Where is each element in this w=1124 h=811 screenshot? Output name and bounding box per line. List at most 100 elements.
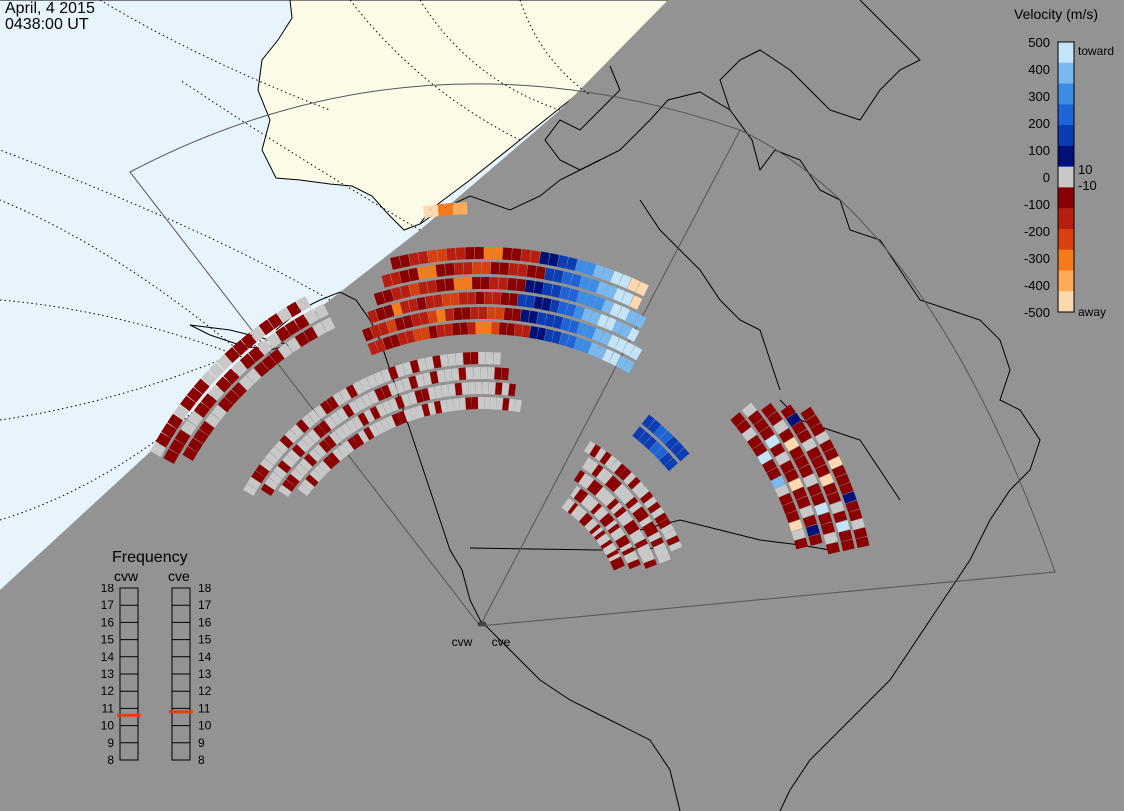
echo-cell xyxy=(180,420,197,436)
echo-cell xyxy=(578,276,591,290)
echo-cell xyxy=(643,558,657,569)
echo-cell xyxy=(845,500,860,513)
echo-cell xyxy=(498,322,508,335)
echo-cell xyxy=(618,274,632,289)
echo-cell xyxy=(489,277,499,290)
echo-cell xyxy=(566,334,577,349)
echo-cell xyxy=(155,432,172,448)
echo-cell xyxy=(463,262,473,275)
echo-cell xyxy=(618,467,632,481)
echo-cell xyxy=(211,404,227,420)
echo-cell xyxy=(187,410,204,427)
echo-cell xyxy=(273,466,287,479)
echo-cell xyxy=(324,435,337,449)
echo-cell xyxy=(231,360,248,377)
frequency-scale-label: 14 xyxy=(198,650,212,664)
echo-cell xyxy=(478,396,485,410)
colorbar-segment xyxy=(1058,291,1074,313)
echo-cell xyxy=(829,501,845,514)
echo-cell xyxy=(557,301,569,315)
echo-cell xyxy=(502,398,510,411)
echo-cell xyxy=(424,356,435,370)
echo-cell xyxy=(609,302,622,318)
echo-cell xyxy=(462,277,472,290)
echo-cell xyxy=(351,415,364,430)
echo-cell xyxy=(499,262,509,275)
colorbar-tick-label: -300 xyxy=(1024,251,1050,266)
echo-cell xyxy=(359,377,372,392)
frequency-scale-label: 14 xyxy=(101,650,115,664)
echo-cell xyxy=(436,369,446,383)
echo-cell xyxy=(576,510,589,523)
echo-cell xyxy=(467,292,476,305)
colorbar-segment xyxy=(1058,145,1074,168)
echo-cell xyxy=(794,537,808,550)
echo-cell xyxy=(591,464,604,478)
echo-cell xyxy=(599,451,612,465)
colorbar-away-label: away xyxy=(1078,305,1106,319)
echo-cell xyxy=(503,307,513,321)
echo-cell xyxy=(823,482,838,496)
echo-cell xyxy=(482,381,489,395)
echo-cell xyxy=(332,392,346,406)
echo-cell xyxy=(329,431,342,445)
echo-cell xyxy=(778,492,794,506)
echo-cell xyxy=(583,261,596,276)
echo-cell xyxy=(248,346,265,363)
echo-cell xyxy=(582,476,595,490)
echo-cell xyxy=(805,524,820,537)
colorbar-tick-label: -400 xyxy=(1024,278,1050,293)
colorbar-tick-label: 0 xyxy=(1043,170,1050,185)
echo-cell xyxy=(216,354,233,371)
echo-cell xyxy=(596,467,609,481)
colorbar-segment xyxy=(1058,208,1074,230)
echo-cell xyxy=(761,458,777,473)
echo-cell xyxy=(390,333,401,348)
echo-cell xyxy=(835,473,851,487)
echo-cell xyxy=(440,354,449,368)
echo-cell xyxy=(634,538,649,550)
echo-cell xyxy=(437,203,446,217)
echo-cell xyxy=(494,367,502,380)
radar-site-marker xyxy=(481,621,487,627)
echo-cell xyxy=(782,501,797,515)
echo-cell xyxy=(436,248,447,262)
echo-cell xyxy=(451,368,460,381)
echo-cell xyxy=(458,367,467,381)
echo-cell xyxy=(224,347,241,363)
echo-cell xyxy=(309,469,323,483)
echo-cell xyxy=(580,339,592,354)
echo-cell xyxy=(444,263,455,276)
radar-site-marker xyxy=(477,621,483,627)
echo-cell xyxy=(625,310,639,325)
echo-cell xyxy=(345,384,358,399)
echo-cell xyxy=(617,538,631,550)
echo-cell xyxy=(602,542,616,555)
echo-cell xyxy=(521,324,531,338)
echo-cell xyxy=(535,266,546,280)
echo-cell xyxy=(757,450,773,465)
echo-cell xyxy=(318,420,332,434)
echo-cell xyxy=(462,352,471,365)
echo-cell xyxy=(342,440,355,454)
echo-cell xyxy=(647,419,662,434)
echo-cell xyxy=(528,310,539,324)
echo-cell xyxy=(297,484,311,497)
echo-cell xyxy=(290,424,304,439)
echo-cell xyxy=(747,434,763,450)
echo-cell xyxy=(626,327,640,342)
echo-cell xyxy=(617,306,631,321)
echo-cell xyxy=(786,412,802,427)
echo-cell xyxy=(840,539,855,552)
echo-cell xyxy=(303,308,320,325)
echo-cell xyxy=(516,278,526,292)
echo-cell xyxy=(552,269,564,283)
echo-cell xyxy=(613,506,627,519)
echo-cell xyxy=(593,529,608,543)
echo-cell xyxy=(362,327,374,342)
echo-cell xyxy=(461,382,469,395)
echo-cell xyxy=(622,359,635,374)
echo-cell xyxy=(475,381,482,395)
echo-cell xyxy=(417,281,429,295)
echo-cell xyxy=(788,477,804,492)
